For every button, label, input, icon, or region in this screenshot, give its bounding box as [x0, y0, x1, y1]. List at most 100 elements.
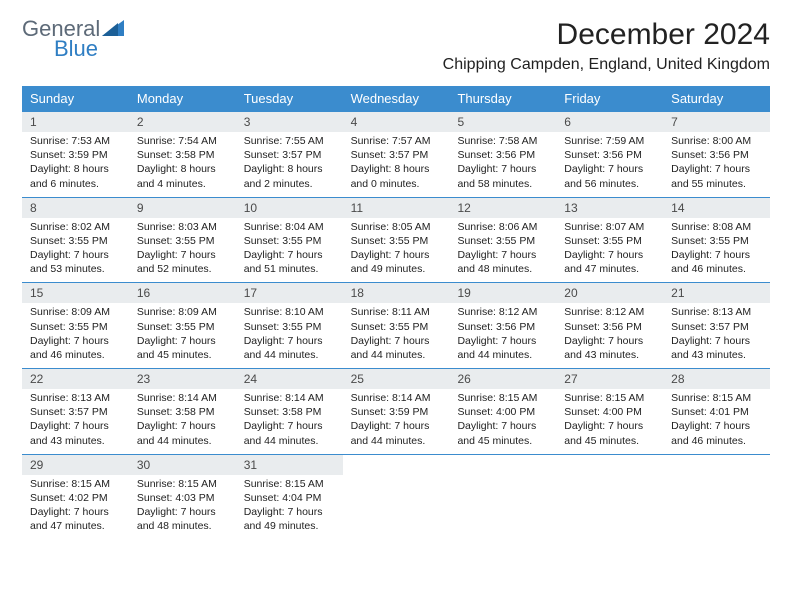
sunset: Sunset: 4:02 PM — [30, 491, 121, 505]
sunset: Sunset: 4:03 PM — [137, 491, 228, 505]
calendar-cell — [556, 455, 663, 540]
daylight: Daylight: 7 hours and 48 minutes. — [137, 505, 228, 533]
sunrise: Sunrise: 8:13 AM — [30, 391, 121, 405]
day-number: 3 — [236, 112, 343, 132]
day-number: 23 — [129, 369, 236, 389]
day-details: Sunrise: 8:03 AMSunset: 3:55 PMDaylight:… — [129, 218, 236, 283]
day-details: Sunrise: 8:14 AMSunset: 3:59 PMDaylight:… — [343, 389, 450, 454]
day-number: 14 — [663, 198, 770, 218]
sunset: Sunset: 3:56 PM — [671, 148, 762, 162]
day-details: Sunrise: 8:12 AMSunset: 3:56 PMDaylight:… — [449, 303, 556, 368]
day-details: Sunrise: 8:09 AMSunset: 3:55 PMDaylight:… — [22, 303, 129, 368]
sunset: Sunset: 3:55 PM — [457, 234, 548, 248]
day-number: 9 — [129, 198, 236, 218]
sunset: Sunset: 3:55 PM — [137, 234, 228, 248]
calendar-week: 1Sunrise: 7:53 AMSunset: 3:59 PMDaylight… — [22, 111, 770, 197]
sunset: Sunset: 4:01 PM — [671, 405, 762, 419]
calendar-cell: 31Sunrise: 8:15 AMSunset: 4:04 PMDayligh… — [236, 455, 343, 540]
day-number: 5 — [449, 112, 556, 132]
day-number: 31 — [236, 455, 343, 475]
day-name: Saturday — [663, 86, 770, 111]
calendar-cell: 9Sunrise: 8:03 AMSunset: 3:55 PMDaylight… — [129, 198, 236, 283]
calendar-cell: 1Sunrise: 7:53 AMSunset: 3:59 PMDaylight… — [22, 112, 129, 197]
day-name: Monday — [129, 86, 236, 111]
sunrise: Sunrise: 8:05 AM — [351, 220, 442, 234]
calendar-cell: 6Sunrise: 7:59 AMSunset: 3:56 PMDaylight… — [556, 112, 663, 197]
day-details: Sunrise: 8:15 AMSunset: 4:03 PMDaylight:… — [129, 475, 236, 540]
day-details: Sunrise: 7:59 AMSunset: 3:56 PMDaylight:… — [556, 132, 663, 197]
calendar-week: 22Sunrise: 8:13 AMSunset: 3:57 PMDayligh… — [22, 368, 770, 454]
daylight: Daylight: 7 hours and 44 minutes. — [244, 419, 335, 447]
day-details: Sunrise: 8:05 AMSunset: 3:55 PMDaylight:… — [343, 218, 450, 283]
day-number: 26 — [449, 369, 556, 389]
daylight: Daylight: 7 hours and 45 minutes. — [137, 334, 228, 362]
sunset: Sunset: 3:55 PM — [671, 234, 762, 248]
calendar-cell — [343, 455, 450, 540]
day-details: Sunrise: 8:13 AMSunset: 3:57 PMDaylight:… — [22, 389, 129, 454]
day-details: Sunrise: 8:10 AMSunset: 3:55 PMDaylight:… — [236, 303, 343, 368]
location-subtitle: Chipping Campden, England, United Kingdo… — [443, 56, 770, 74]
sunset: Sunset: 3:59 PM — [351, 405, 442, 419]
calendar-week: 15Sunrise: 8:09 AMSunset: 3:55 PMDayligh… — [22, 282, 770, 368]
daylight: Daylight: 8 hours and 2 minutes. — [244, 162, 335, 190]
day-name: Sunday — [22, 86, 129, 111]
day-number: 12 — [449, 198, 556, 218]
sunrise: Sunrise: 7:59 AM — [564, 134, 655, 148]
day-number: 16 — [129, 283, 236, 303]
day-number: 18 — [343, 283, 450, 303]
daylight: Daylight: 7 hours and 46 minutes. — [671, 419, 762, 447]
day-number: 21 — [663, 283, 770, 303]
calendar-cell: 16 Sunrise: 8:09 AMSunset: 3:55 PMDayligh… — [129, 283, 236, 368]
sunrise: Sunrise: 8:15 AM — [137, 477, 228, 491]
day-details: Sunrise: 8:12 AMSunset: 3:56 PMDaylight:… — [556, 303, 663, 368]
day-number: 20 — [556, 283, 663, 303]
daylight: Daylight: 7 hours and 51 minutes. — [244, 248, 335, 276]
calendar-day-header: SundayMondayTuesdayWednesdayThursdayFrid… — [22, 86, 770, 111]
day-details: Sunrise: 8:00 AMSunset: 3:56 PMDaylight:… — [663, 132, 770, 197]
day-number: 28 — [663, 369, 770, 389]
sunset: Sunset: 3:55 PM — [137, 320, 228, 334]
sunrise: Sunrise: 8:07 AM — [564, 220, 655, 234]
day-number: 17 — [236, 283, 343, 303]
day-number: 15 — [22, 283, 129, 303]
calendar-cell: 30Sunrise: 8:15 AMSunset: 4:03 PMDayligh… — [129, 455, 236, 540]
calendar-cell: 15Sunrise: 8:09 AMSunset: 3:55 PMDayligh… — [22, 283, 129, 368]
daylight: Daylight: 7 hours and 45 minutes. — [457, 419, 548, 447]
sunset: Sunset: 3:55 PM — [564, 234, 655, 248]
daylight: Daylight: 7 hours and 53 minutes. — [30, 248, 121, 276]
sunset: Sunset: 3:55 PM — [351, 320, 442, 334]
sunrise: Sunrise: 8:15 AM — [30, 477, 121, 491]
daylight: Daylight: 7 hours and 43 minutes. — [564, 334, 655, 362]
sunset: Sunset: 3:55 PM — [244, 234, 335, 248]
daylight: Daylight: 7 hours and 44 minutes. — [244, 334, 335, 362]
sunset: Sunset: 3:56 PM — [564, 148, 655, 162]
day-details: Sunrise: 8:14 AMSunset: 3:58 PMDaylight:… — [129, 389, 236, 454]
calendar-cell: 28Sunrise: 8:15 AMSunset: 4:01 PMDayligh… — [663, 369, 770, 454]
day-details: Sunrise: 8:06 AMSunset: 3:55 PMDaylight:… — [449, 218, 556, 283]
day-number: 6 — [556, 112, 663, 132]
sunrise: Sunrise: 8:09 AM — [137, 305, 228, 319]
calendar-cell: 7Sunrise: 8:00 AMSunset: 3:56 PMDaylight… — [663, 112, 770, 197]
header: General Blue December 2024 Chipping Camp… — [22, 18, 770, 74]
sunrise: Sunrise: 7:58 AM — [457, 134, 548, 148]
sunset: Sunset: 3:59 PM — [30, 148, 121, 162]
calendar-cell: 20Sunrise: 8:12 AMSunset: 3:56 PMDayligh… — [556, 283, 663, 368]
day-details: Sunrise: 7:55 AMSunset: 3:57 PMDaylight:… — [236, 132, 343, 197]
day-number: 13 — [556, 198, 663, 218]
day-details: Sunrise: 8:07 AMSunset: 3:55 PMDaylight:… — [556, 218, 663, 283]
sunset: Sunset: 3:56 PM — [457, 320, 548, 334]
calendar-cell: 26Sunrise: 8:15 AMSunset: 4:00 PMDayligh… — [449, 369, 556, 454]
calendar-cell: 19Sunrise: 8:12 AMSunset: 3:56 PMDayligh… — [449, 283, 556, 368]
day-number: 19 — [449, 283, 556, 303]
sunrise: Sunrise: 8:15 AM — [564, 391, 655, 405]
sunset: Sunset: 3:55 PM — [244, 320, 335, 334]
day-details: Sunrise: 8:13 AMSunset: 3:57 PMDaylight:… — [663, 303, 770, 368]
sunset: Sunset: 3:56 PM — [457, 148, 548, 162]
day-details: Sunrise: 8:15 AMSunset: 4:04 PMDaylight:… — [236, 475, 343, 540]
daylight: Daylight: 7 hours and 52 minutes. — [137, 248, 228, 276]
calendar-cell: 8Sunrise: 8:02 AMSunset: 3:55 PMDaylight… — [22, 198, 129, 283]
calendar-cell: 10Sunrise: 8:04 AMSunset: 3:55 PMDayligh… — [236, 198, 343, 283]
daylight: Daylight: 7 hours and 47 minutes. — [564, 248, 655, 276]
calendar-weeks: 1Sunrise: 7:53 AMSunset: 3:59 PMDaylight… — [22, 111, 770, 539]
day-details: Sunrise: 8:08 AMSunset: 3:55 PMDaylight:… — [663, 218, 770, 283]
